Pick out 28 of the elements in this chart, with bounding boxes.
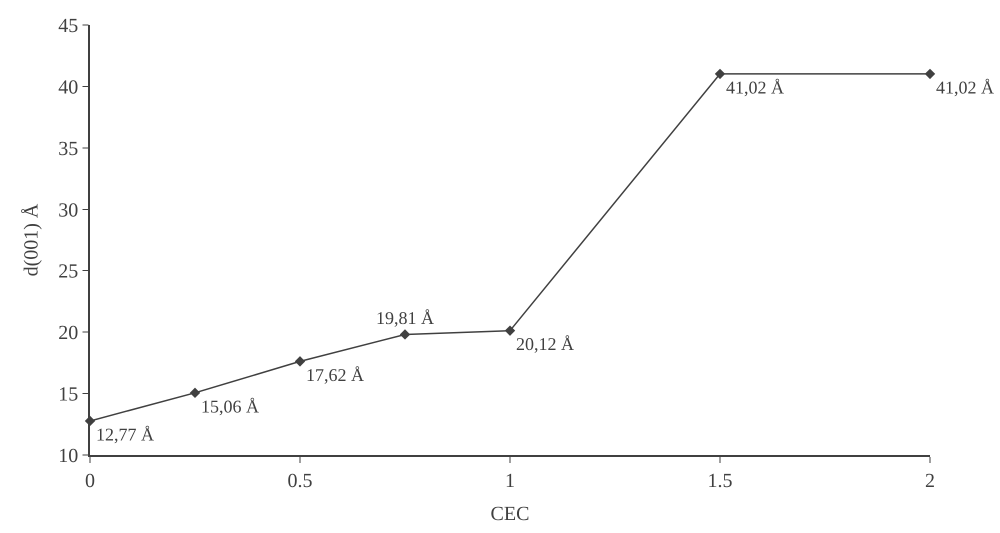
y-tick-label: 35 — [58, 138, 78, 160]
x-tick-label: 0 — [85, 470, 95, 492]
y-tick-label: 30 — [58, 199, 78, 222]
point — [190, 388, 200, 398]
point — [400, 329, 410, 340]
point — [924, 68, 936, 80]
x-tick-label: 2 — [925, 470, 935, 492]
y-tick-label: 20 — [58, 322, 78, 344]
data-label: 15,06 Å — [201, 396, 259, 416]
data-label: 20,12 Å — [516, 334, 574, 354]
point — [504, 325, 516, 336]
y-tick-label: 25 — [58, 260, 78, 283]
y-tick-label: 10 — [58, 445, 78, 467]
point — [714, 68, 726, 80]
data-label: 41,02 Å — [726, 77, 784, 98]
x-tick-label: 1.5 — [708, 470, 732, 492]
x-tick-label: 1 — [505, 470, 515, 492]
x-tick-label: 0.5 — [288, 470, 312, 492]
data-label: 41,02 Å — [936, 77, 994, 98]
y-tick-label: 40 — [58, 76, 78, 98]
data-label: 17,62 Å — [306, 364, 364, 385]
data-label: 12,77 Å — [96, 424, 154, 444]
y-tick-label: 15 — [58, 384, 78, 406]
point — [294, 356, 306, 367]
y-tick-label: 45 — [58, 15, 78, 37]
y-axis-title: d(001) Å — [20, 203, 42, 276]
data-label: 19,81 Å — [376, 308, 434, 328]
x-axis-title: CEC — [490, 502, 530, 525]
